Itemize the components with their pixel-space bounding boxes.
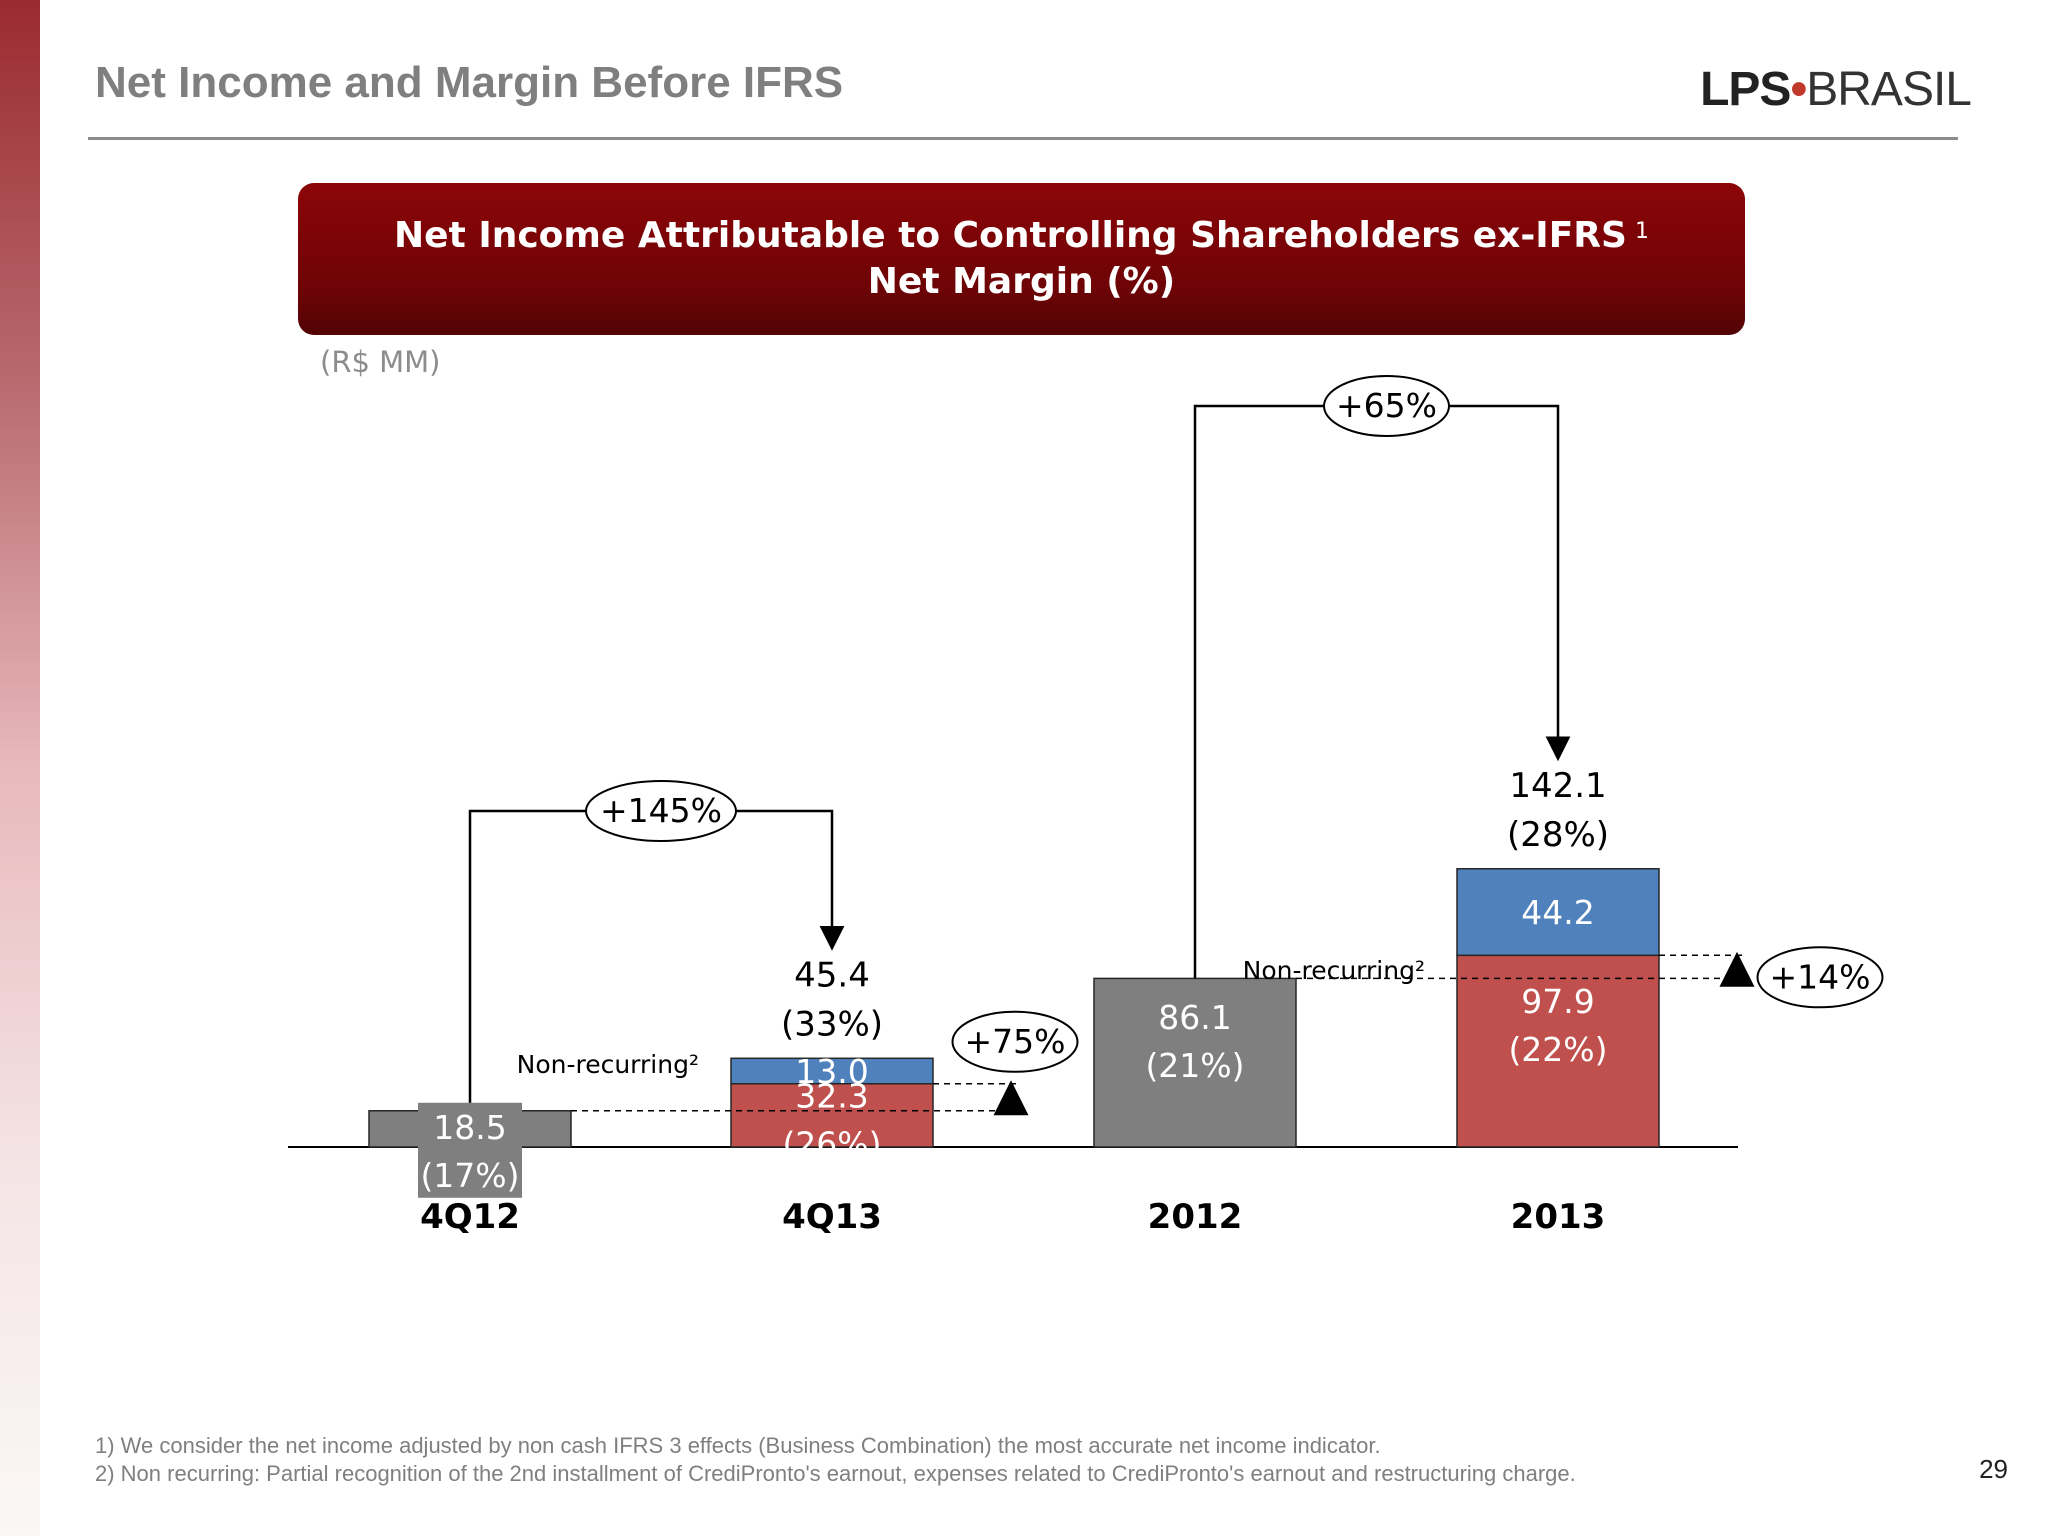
total-margin-label: (33%) (781, 1004, 883, 1044)
segment-margin-label: (17%) (420, 1156, 519, 1195)
label-box-4Q12 (418, 1102, 522, 1198)
non-recurring-label: Non-recurring² (1243, 956, 1425, 985)
footnote-1: 1) We consider the net income adjusted b… (95, 1433, 1381, 1458)
growth-label-bubble (1323, 375, 1450, 437)
page-title: Net Income and Margin Before IFRS (95, 58, 844, 107)
segment-margin-label: (26%) (782, 1124, 881, 1163)
footnote-2: 2) Non recurring: Partial recognition of… (95, 1461, 1576, 1486)
chart-banner: Net Income Attributable to Controlling S… (298, 183, 1745, 335)
x-tick-label-2012: 2012 (1148, 1197, 1243, 1237)
segment-margin-label: (22%) (1508, 1030, 1607, 1069)
bar-4Q13-segment-2 (730, 1057, 934, 1085)
footnotes: 1) We consider the net income adjusted b… (95, 1432, 1576, 1488)
recurring-growth-label-bubble (1756, 946, 1884, 1009)
logo-right: BRASIL (1806, 63, 1972, 116)
bar-2012-segment-1 (1093, 977, 1297, 1148)
x-tick-label-4Q13: 4Q13 (782, 1197, 882, 1237)
title-divider (88, 137, 1958, 140)
non-recurring-label: Non-recurring² (517, 1050, 699, 1079)
banner-title: Net Income Attributable to Controlling S… (394, 215, 1627, 256)
segment-value-label: 86.1 (1158, 998, 1231, 1037)
logo-left: LPS (1700, 63, 1791, 116)
segment-margin-label: (21%) (1145, 1046, 1244, 1085)
x-tick-label-4Q12: 4Q12 (420, 1197, 520, 1237)
side-stripe (0, 0, 40, 1536)
unit-label: (R$ MM) (320, 345, 441, 379)
segment-value-label: 97.9 (1521, 982, 1594, 1021)
banner-line-1: Net Income Attributable to Controlling S… (298, 213, 1745, 259)
growth-label-bubble (585, 780, 737, 842)
growth-label: +65% (1336, 386, 1437, 425)
segment-value-label: 32.3 (795, 1076, 868, 1115)
recurring-growth-label-bubble (951, 1010, 1079, 1073)
bar-2013-segment-2 (1456, 868, 1660, 957)
bar-4Q13-segment-1 (730, 1083, 934, 1148)
page-number: 29 (1979, 1454, 2008, 1484)
logo-dot: • (1790, 63, 1807, 116)
company-logo: LPS•BRASIL (1700, 62, 1972, 117)
segment-value-label: 44.2 (1521, 893, 1594, 932)
x-tick-label-2013: 2013 (1511, 1197, 1606, 1237)
total-margin-label: (28%) (1507, 815, 1609, 855)
total-value-label: 45.4 (794, 955, 870, 995)
total-value-label: 142.1 (1509, 766, 1606, 806)
bar-2013-segment-1 (1456, 954, 1660, 1148)
recurring-growth-label: +14% (1770, 957, 1871, 996)
banner-line-2: Net Margin (%) (867, 261, 1176, 302)
recurring-growth-label: +75% (965, 1022, 1066, 1061)
segment-value-label: 18.5 (433, 1108, 506, 1147)
banner-footnote-ref: 1 (1634, 219, 1649, 244)
segment-value-label: 13.0 (795, 1052, 868, 1091)
growth-label: +145% (600, 791, 722, 830)
